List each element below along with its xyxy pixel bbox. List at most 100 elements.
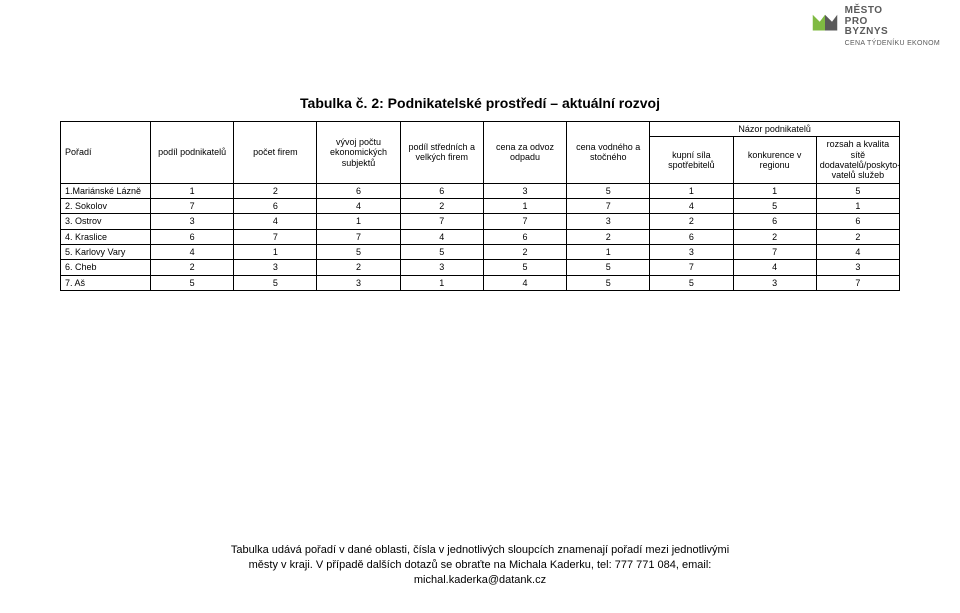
table-row: 4. Kraslice 6 7 7 4 6 2 6 2 2 <box>61 229 900 244</box>
cell: 7 <box>483 214 566 229</box>
cell: 5 <box>650 275 733 290</box>
cell: 4 <box>151 245 234 260</box>
cell: 6 <box>483 229 566 244</box>
cell: 5 <box>151 275 234 290</box>
cell: 2 <box>400 199 483 214</box>
cell: 5 <box>400 245 483 260</box>
cell: 5 <box>816 183 899 198</box>
logo-subtitle: CENA TÝDENÍKU EKONOM <box>845 40 940 47</box>
footer-line1: Tabulka udává pořadí v dané oblasti, čís… <box>120 543 840 558</box>
cell: 4 <box>483 275 566 290</box>
footer-line2: městy v kraji. V případě dalších dotazů … <box>120 558 840 573</box>
logo-line-1: MĚSTO <box>845 6 940 17</box>
cell: 2 <box>151 260 234 275</box>
row-label: 5. Karlovy Vary <box>61 245 151 260</box>
cell: 3 <box>151 214 234 229</box>
logo-line-3: BYZNYS <box>845 27 940 38</box>
cell: 6 <box>400 183 483 198</box>
cell: 1 <box>483 199 566 214</box>
cell: 4 <box>400 229 483 244</box>
cell: 6 <box>151 229 234 244</box>
header-col2: počet firem <box>234 122 317 184</box>
cell: 7 <box>317 229 400 244</box>
cell: 7 <box>650 260 733 275</box>
cell: 2 <box>567 229 650 244</box>
data-table: Pořadí podíl podnikatelů počet firem výv… <box>60 121 900 291</box>
cell: 7 <box>733 245 816 260</box>
cell: 1 <box>400 275 483 290</box>
cell: 3 <box>567 214 650 229</box>
cell: 7 <box>567 199 650 214</box>
header-col3: vývoj počtu ekonomických subjektů <box>317 122 400 184</box>
footer-line3: michal.kaderka@datank.cz <box>120 573 840 588</box>
cell: 5 <box>483 260 566 275</box>
row-label: 6. Cheb <box>61 260 151 275</box>
header-col8: konkurence v regionu <box>733 137 816 183</box>
header-nazor: Názor podnikatelů <box>650 122 900 137</box>
brand-logo: MĚSTO PRO BYZNYS CENA TÝDENÍKU EKONOM <box>811 6 940 47</box>
table-title: Tabulka č. 2: Podnikatelské prostředí – … <box>60 95 900 111</box>
cell: 4 <box>234 214 317 229</box>
cell: 4 <box>816 245 899 260</box>
cell: 3 <box>317 275 400 290</box>
cell: 2 <box>234 183 317 198</box>
cell: 5 <box>567 183 650 198</box>
row-label: 1.Mariánské Lázně <box>61 183 151 198</box>
cell: 5 <box>567 275 650 290</box>
row-label: 7. Aš <box>61 275 151 290</box>
cell: 6 <box>234 199 317 214</box>
header-col6: cena vodného a stočného <box>567 122 650 184</box>
cell: 2 <box>733 229 816 244</box>
cell: 6 <box>816 214 899 229</box>
cell: 2 <box>816 229 899 244</box>
header-col1: podíl podnikatelů <box>151 122 234 184</box>
cell: 6 <box>650 229 733 244</box>
header-col5: cena za odvoz odpadu <box>483 122 566 184</box>
cell: 5 <box>733 199 816 214</box>
row-label: 3. Ostrov <box>61 214 151 229</box>
table-row: 6. Cheb 2 3 2 3 5 5 7 4 3 <box>61 260 900 275</box>
cell: 7 <box>234 229 317 244</box>
table-row: 7. Aš 5 5 3 1 4 5 5 3 7 <box>61 275 900 290</box>
cell: 4 <box>317 199 400 214</box>
cell: 5 <box>234 275 317 290</box>
header-poradi: Pořadí <box>61 122 151 184</box>
cell: 3 <box>234 260 317 275</box>
cell: 4 <box>650 199 733 214</box>
cell: 3 <box>400 260 483 275</box>
cell: 7 <box>816 275 899 290</box>
header-col7: kupní síla spotřebitelů <box>650 137 733 183</box>
cell: 1 <box>151 183 234 198</box>
cell: 6 <box>733 214 816 229</box>
footer-note: Tabulka udává pořadí v dané oblasti, čís… <box>120 543 840 588</box>
row-label: 4. Kraslice <box>61 229 151 244</box>
table-body: 1.Mariánské Lázně 1 2 6 6 3 5 1 1 5 2. S… <box>61 183 900 290</box>
cell: 1 <box>567 245 650 260</box>
table-row: 3. Ostrov 3 4 1 7 7 3 2 6 6 <box>61 214 900 229</box>
cell: 1 <box>234 245 317 260</box>
table-row: 1.Mariánské Lázně 1 2 6 6 3 5 1 1 5 <box>61 183 900 198</box>
cell: 1 <box>816 199 899 214</box>
cell: 5 <box>567 260 650 275</box>
cell: 7 <box>151 199 234 214</box>
cell: 1 <box>733 183 816 198</box>
cell: 1 <box>650 183 733 198</box>
cell: 3 <box>483 183 566 198</box>
row-label: 2. Sokolov <box>61 199 151 214</box>
cell: 3 <box>816 260 899 275</box>
logo-m-icon <box>811 6 839 34</box>
cell: 3 <box>650 245 733 260</box>
table-row: 5. Karlovy Vary 4 1 5 5 2 1 3 7 4 <box>61 245 900 260</box>
cell: 7 <box>400 214 483 229</box>
header-col4: podíl středních a velkých firem <box>400 122 483 184</box>
cell: 1 <box>317 214 400 229</box>
cell: 2 <box>650 214 733 229</box>
table-row: 2. Sokolov 7 6 4 2 1 7 4 5 1 <box>61 199 900 214</box>
cell: 2 <box>483 245 566 260</box>
cell: 6 <box>317 183 400 198</box>
cell: 4 <box>733 260 816 275</box>
header-col9: rozsah a kvalita sítě dodavatelů/poskyto… <box>816 137 899 183</box>
cell: 5 <box>317 245 400 260</box>
cell: 2 <box>317 260 400 275</box>
cell: 3 <box>733 275 816 290</box>
